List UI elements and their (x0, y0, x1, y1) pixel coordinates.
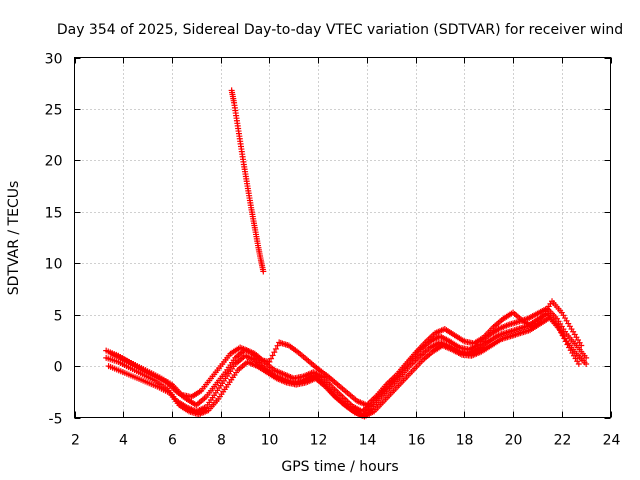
x-tick-label: 24 (603, 433, 621, 449)
y-tick-label: -5 (49, 412, 63, 428)
series-spike (228, 87, 267, 275)
series-band-d (108, 298, 585, 409)
y-tick-labels: -5 0 5 10 15 20 25 30 (45, 52, 63, 428)
data-point (562, 338, 569, 345)
x-tick-label: 14 (359, 433, 377, 449)
data-point (260, 268, 267, 275)
grid-lines (74, 57, 611, 418)
data-point (583, 361, 590, 368)
x-tick-label: 8 (217, 433, 226, 449)
chart-title: Day 354 of 2025, Sidereal Day-to-day VTE… (57, 22, 623, 38)
data-point (274, 342, 281, 349)
x-tick-label: 22 (554, 433, 572, 449)
data-point (578, 342, 585, 349)
data-point (559, 332, 566, 339)
data-point (575, 361, 582, 368)
data-point (556, 326, 563, 333)
data-point (268, 355, 275, 362)
x-tick-label: 16 (408, 433, 426, 449)
data-point (272, 345, 279, 352)
x-tick-label: 18 (456, 433, 474, 449)
data-point (583, 354, 590, 361)
data-point (269, 352, 276, 359)
data-point (557, 329, 564, 336)
x-tick-label: 6 (168, 433, 177, 449)
y-tick-label: 15 (45, 206, 63, 222)
x-axis-label: GPS time / hours (281, 459, 398, 475)
x-tick-label: 2 (71, 433, 80, 449)
x-tick-label: 4 (119, 433, 128, 449)
y-tick-label: 30 (45, 52, 63, 68)
data-point (266, 358, 273, 365)
plot-frame (74, 57, 611, 418)
x-tick-label: 12 (310, 433, 328, 449)
data-point (271, 349, 278, 356)
y-tick-label: 5 (54, 309, 63, 325)
y-axis-label: SDTVAR / TECUs (6, 181, 22, 296)
axis-ticks (74, 57, 612, 419)
x-tick-labels: 2 4 6 8 10 12 14 16 18 20 22 24 (71, 433, 620, 449)
x-tick-label: 10 (261, 433, 279, 449)
data-point (561, 335, 568, 342)
x-tick-label: 20 (505, 433, 523, 449)
data-point (564, 341, 571, 348)
y-tick-label: 25 (45, 103, 63, 119)
y-tick-label: 0 (54, 360, 63, 376)
series-band-c (105, 314, 582, 420)
data-points (103, 87, 590, 420)
y-tick-label: 20 (45, 154, 63, 170)
series-band-a (103, 305, 590, 415)
y-tick-label: 10 (45, 257, 63, 273)
